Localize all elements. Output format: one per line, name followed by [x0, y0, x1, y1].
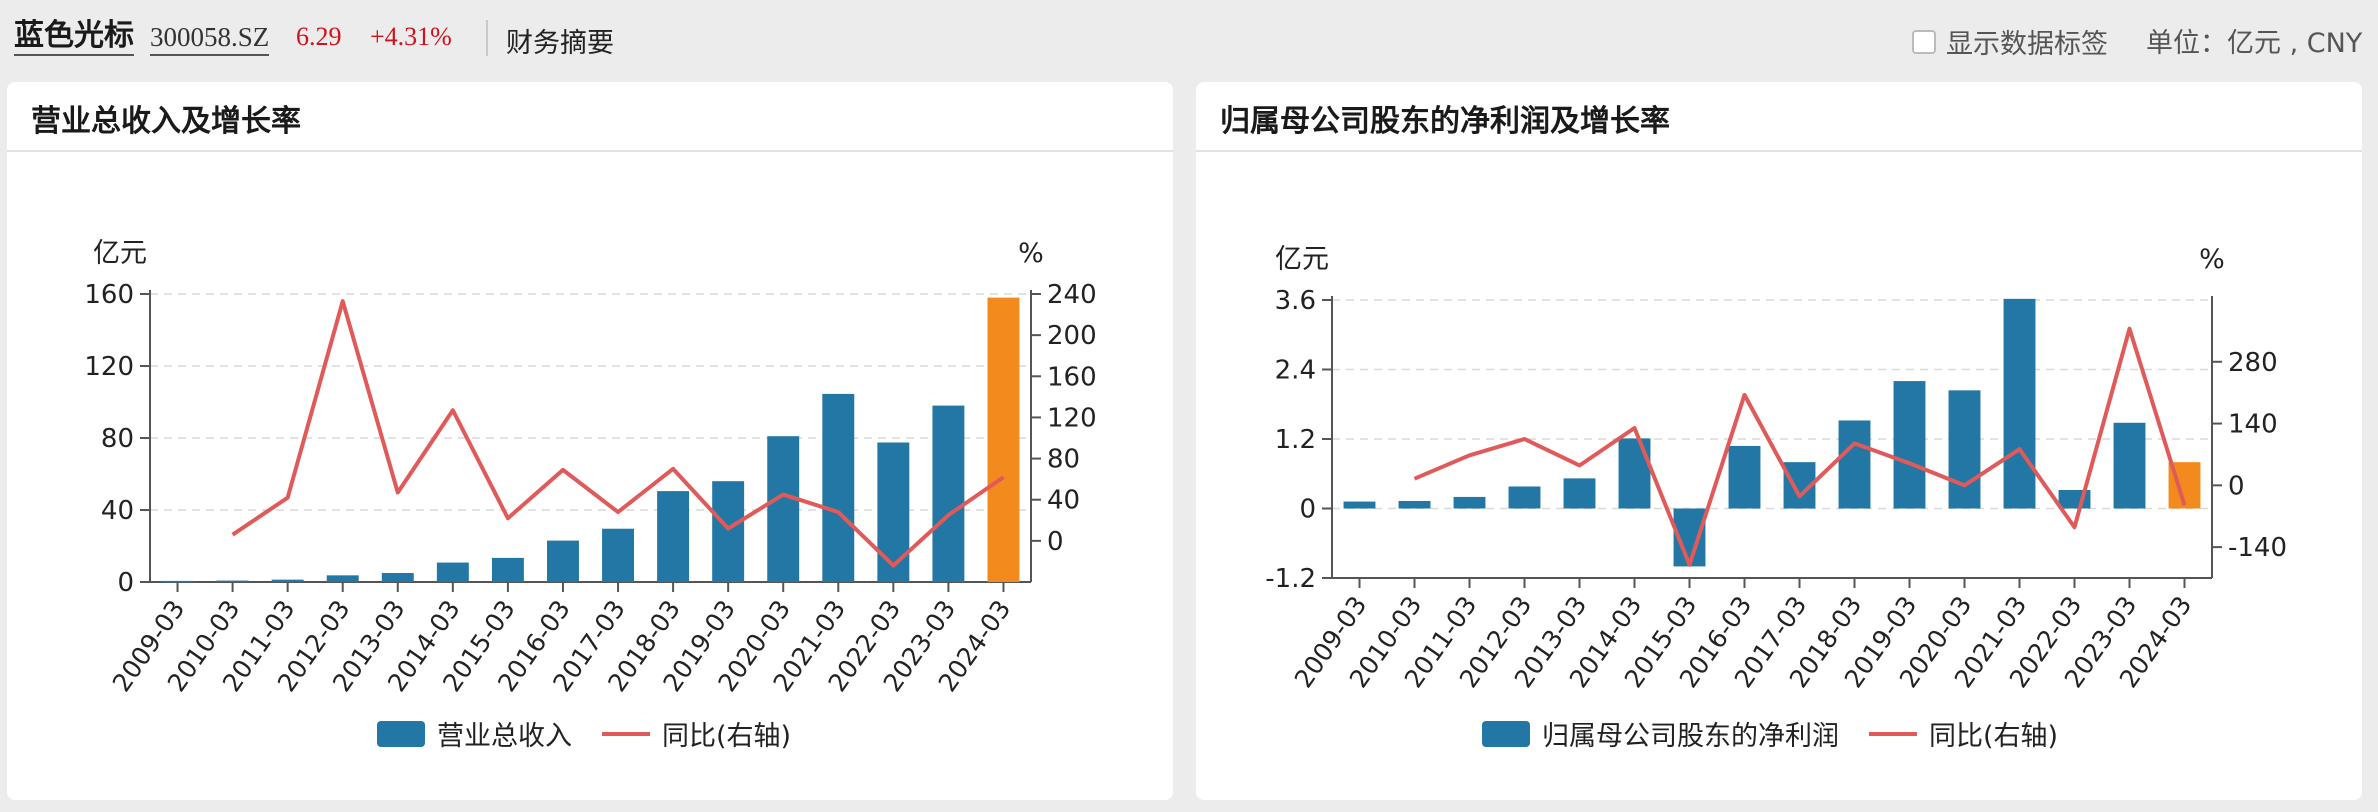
- stock-code-link[interactable]: 300058.SZ: [150, 20, 270, 56]
- legend-yoy-label[interactable]: 同比(右轴): [1929, 721, 2059, 752]
- bar: [1893, 381, 1926, 509]
- y-tick-left-label: -1.2: [1265, 564, 1316, 594]
- show-data-labels-checkbox[interactable]: [1912, 29, 1936, 54]
- legend-yoy-label[interactable]: 同比(右轴): [662, 721, 792, 752]
- net-profit-chart-title: 归属母公司股东的净利润及增长率: [1220, 104, 1670, 139]
- bar: [877, 442, 910, 582]
- stock-change: +4.31%: [370, 22, 452, 51]
- revenue-panel: 营业总收入及增长率 亿元% 0 40 80 120 160 0 40 80 120 160 200 24…: [7, 82, 1173, 800]
- legend-bar-swatch: [377, 720, 425, 747]
- bar: [161, 580, 194, 583]
- bar: [1508, 486, 1541, 509]
- y-tick-right-label: 80: [1047, 445, 1080, 475]
- y-tick-right-label: 40: [1047, 486, 1080, 516]
- bar: [1728, 445, 1761, 509]
- legend-line-swatch: [602, 731, 650, 736]
- net-profit-legend: 归属母公司股东的净利润 同比(右轴): [1482, 714, 2058, 753]
- y-tick-left-label: 0: [1299, 495, 1316, 525]
- show-data-labels-toggle[interactable]: 显示数据标签: [1912, 22, 2108, 61]
- bar: [2003, 298, 2036, 509]
- bar: [271, 579, 304, 582]
- yoy-line: [1413, 326, 2187, 567]
- y-axis-right-unit: %: [1018, 238, 1044, 269]
- legend-bar-swatch: [1482, 720, 1530, 747]
- y-tick-left-label: 120: [84, 352, 134, 382]
- bar: [216, 580, 249, 583]
- net-profit-panel: 归属母公司股东的净利润及增长率 亿元% -1.2 0 1.2 2.4 3.6 -140 0 14…: [1196, 82, 2362, 800]
- show-data-labels-label: 显示数据标签: [1946, 29, 2108, 60]
- y-tick-right-label: 140: [2228, 410, 2278, 440]
- bar: [1343, 501, 1376, 509]
- y-tick-right-label: 120: [1047, 403, 1097, 433]
- bar: [822, 393, 855, 582]
- unit-label: 单位：亿元 , CNY: [2146, 28, 2363, 59]
- legend-revenue-label[interactable]: 营业总收入: [437, 721, 572, 752]
- bar: [547, 540, 579, 582]
- legend-line-swatch: [1869, 731, 1917, 736]
- divider: [486, 20, 488, 56]
- bar: [767, 436, 800, 582]
- bar: [381, 573, 414, 582]
- bar: [1563, 478, 1596, 509]
- y-tick-right-label: 0: [2228, 471, 2245, 501]
- bar: [2113, 422, 2146, 509]
- bar: [932, 405, 965, 582]
- bar: [657, 491, 690, 582]
- y-tick-right-label: 160: [1047, 362, 1097, 392]
- stock-name-link[interactable]: 蓝色光标: [14, 18, 134, 56]
- y-tick-right-label: 200: [1047, 321, 1097, 351]
- y-axis-left-unit: 亿元: [93, 238, 147, 269]
- bar: [1398, 500, 1431, 509]
- revenue-legend: 营业总收入 同比(右轴): [377, 714, 791, 753]
- net-profit-chart: 亿元 %-1.201.22.43.6-14001402802009-032010-…: [1265, 244, 2287, 693]
- panel-divider: [1196, 150, 2362, 152]
- y-tick-right-label: 280: [2228, 348, 2278, 378]
- y-tick-left-label: 3.6: [1275, 286, 1316, 316]
- y-tick-right-label: 240: [1047, 280, 1097, 310]
- y-axis-right-unit: %: [2199, 244, 2225, 275]
- bar: [326, 575, 359, 582]
- y-tick-left-label: 160: [84, 280, 134, 310]
- bar: [1453, 496, 1486, 509]
- bar: [1618, 438, 1651, 509]
- bar: [436, 562, 469, 582]
- y-tick-left-label: 2.4: [1275, 356, 1316, 386]
- y-tick-left-label: 0: [117, 568, 134, 598]
- bar: [1948, 390, 1981, 509]
- bar: [987, 297, 1020, 582]
- top-bar: 蓝色光标 300058.SZ 6.29 +4.31% 财务摘要 显示数据标签 单…: [0, 0, 2378, 76]
- legend-net-profit-label[interactable]: 归属母公司股东的净利润: [1542, 721, 1839, 752]
- bar: [712, 481, 745, 582]
- y-tick-right-label: -140: [2228, 533, 2287, 563]
- y-tick-left-label: 40: [101, 496, 134, 526]
- stock-price: 6.29: [296, 22, 342, 51]
- panel-divider: [7, 150, 1173, 152]
- bar: [602, 528, 634, 582]
- bar: [1838, 420, 1871, 509]
- bar: [491, 557, 524, 582]
- y-axis-left-unit: 亿元: [1275, 244, 1329, 275]
- tab-financial-summary[interactable]: 财务摘要: [506, 28, 614, 59]
- revenue-chart: 亿元 %04080120160040801201602002402009-0320…: [84, 238, 1097, 697]
- y-tick-left-label: 1.2: [1275, 425, 1316, 455]
- y-tick-left-label: 80: [101, 424, 134, 454]
- revenue-chart-title: 营业总收入及增长率: [31, 104, 301, 139]
- y-tick-right-label: 0: [1047, 527, 1064, 557]
